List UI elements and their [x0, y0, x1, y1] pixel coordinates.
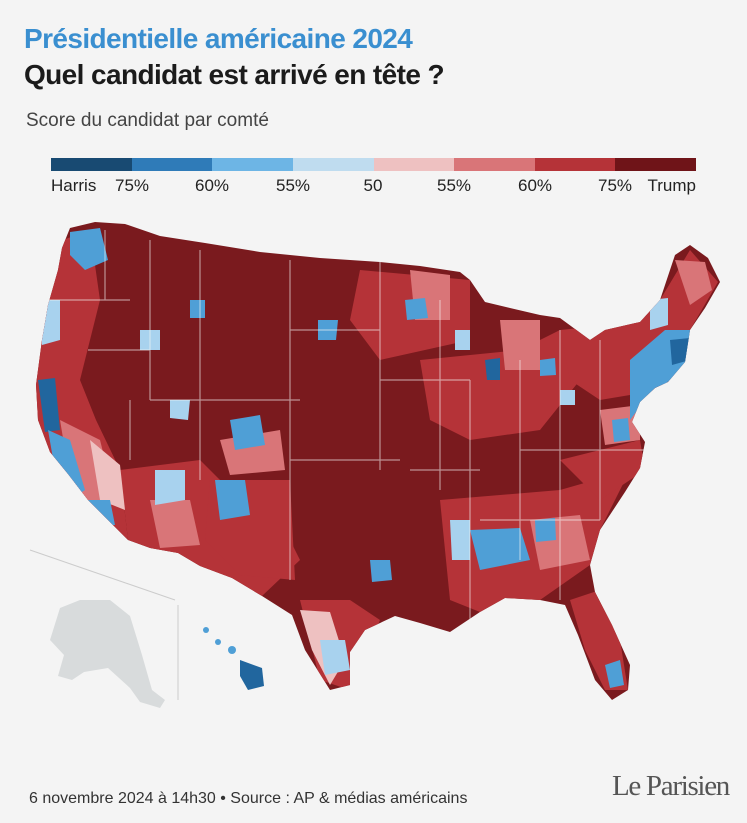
legend-label-60-harris: 60% — [194, 176, 230, 195]
region-atlanta-blue — [535, 518, 556, 542]
region-oregon-coast-blue — [40, 300, 60, 345]
legend-label-60-trump: 60% — [517, 176, 553, 195]
le-parisien-logo: Le Parisien — [612, 770, 730, 802]
region-chicago-blue — [485, 358, 500, 380]
legend-swatch-harris-mid — [131, 158, 213, 171]
region-colorado-blue — [230, 415, 265, 450]
state-borders — [40, 230, 650, 620]
legend-label-75-trump: 75% — [597, 176, 633, 195]
region-montana-blue — [190, 300, 205, 318]
legend-swatch-trump-lean — [454, 158, 535, 171]
region-washington-blue — [70, 228, 108, 270]
region-black-belt-blue — [470, 528, 530, 570]
region-boston-blue — [670, 338, 690, 365]
region-texas-metro-blue — [370, 560, 392, 582]
legend-swatch-trump-strong — [615, 158, 696, 171]
legend-label-trump: Trump — [647, 176, 697, 195]
title-line-2: Quel candidat est arrivé en tête ? — [24, 59, 445, 90]
region-minnesota-blue — [405, 298, 428, 320]
region-new-mexico-blue — [215, 480, 250, 520]
region-florida-metro-blue — [605, 660, 624, 688]
region-ohio-blue — [560, 390, 575, 405]
region-california-coast-blue — [48, 430, 85, 500]
hawaii-islands — [203, 627, 264, 690]
color-legend: Harris 75% 60% 55% 50 55% 60% 75% Trump — [51, 158, 698, 198]
legend-label-75-harris: 75% — [114, 176, 150, 195]
source-footer: 6 novembre 2024 à 14h30 • Source : AP & … — [29, 790, 468, 807]
region-wisconsin-blue — [455, 330, 470, 350]
title-line-1: Présidentielle américaine 2024 — [24, 23, 413, 54]
county-results-map — [29, 222, 720, 708]
region-vermont-blue — [650, 298, 668, 330]
region-maine-light-red — [675, 260, 712, 305]
region-mississippi-delta-blue — [450, 520, 470, 560]
legend-swatch-harris-strong — [51, 158, 132, 171]
region-michigan-light-red — [500, 320, 540, 370]
legend-label-harris: Harris — [51, 176, 97, 195]
alaska-inset — [50, 600, 165, 708]
region-nevada-south-light-red — [90, 440, 125, 510]
region-rio-grande-blue — [320, 640, 350, 675]
region-utah-blue — [170, 400, 190, 420]
alaska-inset-border-top — [29, 549, 176, 601]
legend-label-55-trump: 55% — [436, 176, 472, 195]
legend-label-50: 50 — [363, 176, 383, 195]
legend-swatch-harris-lean — [212, 158, 293, 171]
region-carolina-red — [560, 440, 645, 500]
legend-swatch-trump-mid — [534, 158, 616, 171]
region-arizona-blue — [155, 470, 185, 505]
legend-label-55-harris: 55% — [275, 176, 311, 195]
legend-swatch-trump-slight — [373, 158, 455, 171]
legend-swatch-harris-slight — [292, 158, 374, 171]
region-bay-area-blue — [38, 378, 60, 432]
subtitle: Score du candidat par comté — [26, 110, 269, 131]
legend-bar — [51, 158, 696, 171]
region-detroit-blue — [540, 358, 556, 376]
region-arizona-light-red — [150, 500, 200, 548]
region-dc-blue — [612, 418, 630, 442]
